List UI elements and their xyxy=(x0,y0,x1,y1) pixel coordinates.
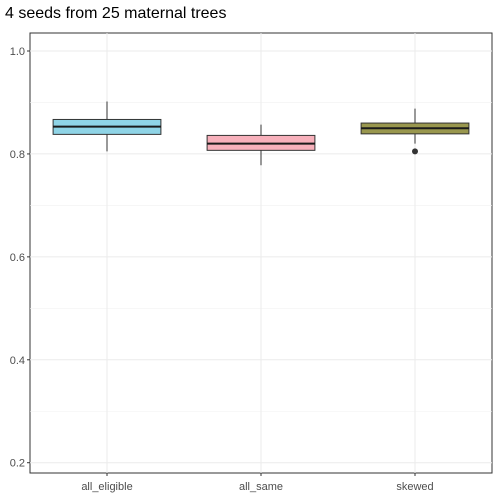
y-tick-label: 0.2 xyxy=(10,458,25,470)
y-tick-label: 0.4 xyxy=(10,355,25,367)
y-tick-label: 0.6 xyxy=(10,252,25,264)
box-layer xyxy=(52,101,470,166)
box-all-same xyxy=(206,124,316,166)
box-skewed xyxy=(360,108,470,155)
x-tick-label: all_eligible xyxy=(81,481,132,493)
y-tick-label: 1.0 xyxy=(10,46,25,58)
chart-title: 4 seeds from 25 maternal trees xyxy=(5,5,227,22)
axis-layer: 0.2 0.4 0.6 0.8 1.0 all_eligible all_same skewe… xyxy=(10,46,434,493)
x-tick-label: all_same xyxy=(239,481,283,493)
y-tick-label: 0.8 xyxy=(10,149,25,161)
outlier-point xyxy=(412,148,418,155)
box-all-eligible xyxy=(52,101,162,152)
x-tick-label: skewed xyxy=(396,481,433,493)
